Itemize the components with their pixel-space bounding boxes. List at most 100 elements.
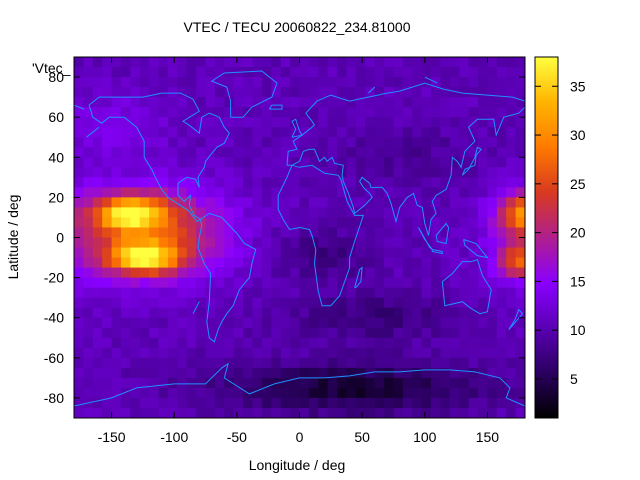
- heatmap-cell: [149, 187, 160, 198]
- heatmap-cell: [111, 197, 122, 209]
- heatmap-cell: [214, 297, 225, 309]
- heatmap-cell: [355, 287, 366, 299]
- heatmap-cell: [158, 107, 169, 118]
- heatmap-cell: [177, 87, 188, 98]
- heatmap-cell: [261, 297, 272, 309]
- heatmap-cell: [421, 407, 432, 418]
- heatmap-cell: [337, 137, 348, 148]
- heatmap-cell: [243, 317, 254, 329]
- heatmap-cell: [271, 257, 282, 269]
- heatmap-cell: [440, 257, 451, 269]
- heatmap-cell: [139, 347, 150, 359]
- heatmap-cell: [515, 217, 525, 229]
- heatmap-cell: [468, 407, 479, 418]
- heatmap-cell: [290, 317, 301, 329]
- heatmap-cell: [224, 57, 235, 68]
- coastline: [192, 301, 200, 314]
- heatmap-cell: [280, 207, 291, 219]
- heatmap-cell: [496, 167, 507, 178]
- heatmap-cell: [318, 187, 329, 198]
- heatmap-cell: [167, 387, 178, 399]
- heatmap-cell: [421, 337, 432, 349]
- heatmap-cell: [130, 217, 141, 229]
- heatmap-cell: [139, 177, 150, 188]
- heatmap-cell: [205, 397, 216, 409]
- heatmap-cell: [83, 387, 94, 399]
- heatmap-cell: [365, 387, 376, 399]
- heatmap-cell: [280, 387, 291, 399]
- heatmap-cell: [149, 387, 160, 399]
- heatmap-cell: [402, 297, 413, 309]
- heatmap-cell: [468, 317, 479, 329]
- heatmap-cell: [506, 217, 517, 229]
- heatmap-cell: [487, 97, 498, 108]
- heatmap-cell: [478, 347, 489, 359]
- heatmap-cell: [412, 367, 423, 379]
- heatmap-cell: [384, 107, 395, 118]
- heatmap-cell: [355, 247, 366, 259]
- heatmap-cell: [327, 267, 338, 279]
- heatmap-cell: [233, 297, 244, 309]
- heatmap-cell: [421, 137, 432, 148]
- heatmap-cell: [252, 217, 263, 229]
- heatmap-cell: [83, 217, 94, 229]
- heatmap-cell: [449, 217, 460, 229]
- heatmap-cell: [440, 67, 451, 78]
- heatmap-cell: [149, 307, 160, 319]
- heatmap-cell: [120, 107, 131, 118]
- heatmap-cell: [186, 267, 197, 279]
- heatmap-cell: [149, 57, 160, 68]
- heatmap-cell: [440, 267, 451, 279]
- heatmap-cell: [346, 397, 357, 409]
- heatmap-cell: [252, 147, 263, 158]
- heatmap-cell: [167, 397, 178, 409]
- heatmap-cell: [337, 157, 348, 168]
- heatmap-cell: [374, 357, 385, 369]
- heatmap-cell: [243, 127, 254, 138]
- heatmap-cell: [412, 337, 423, 349]
- heatmap-cell: [506, 357, 517, 369]
- heatmap-cell: [506, 187, 517, 198]
- heatmap-cell: [515, 177, 525, 188]
- heatmap-cell: [149, 227, 160, 239]
- heatmap-cell: [92, 77, 103, 88]
- heatmap-cell: [120, 177, 131, 188]
- heatmap-cell: [468, 377, 479, 389]
- heatmap-cell: [233, 367, 244, 379]
- heatmap-cell: [158, 67, 169, 78]
- heatmap-cell: [496, 287, 507, 299]
- heatmap-cell: [280, 147, 291, 158]
- heatmap-cell: [167, 267, 178, 279]
- heatmap-cell: [308, 247, 319, 259]
- heatmap-cell: [83, 347, 94, 359]
- heatmap-cell: [271, 217, 282, 229]
- heatmap-cell: [224, 277, 235, 289]
- heatmap-cell: [487, 107, 498, 118]
- heatmap-cell: [355, 307, 366, 319]
- heatmap-cell: [92, 277, 103, 289]
- heatmap-cell: [449, 117, 460, 128]
- heatmap-cell: [111, 377, 122, 389]
- heatmap-cell: [468, 357, 479, 369]
- heatmap-cell: [374, 97, 385, 108]
- heatmap-cell: [402, 307, 413, 319]
- heatmap-cell: [111, 267, 122, 279]
- heatmap-cell: [496, 387, 507, 399]
- heatmap-cell: [384, 247, 395, 259]
- heatmap-cell: [346, 227, 357, 239]
- heatmap-cell: [318, 277, 329, 289]
- heatmap-cell: [139, 337, 150, 349]
- heatmap-cell: [233, 97, 244, 108]
- heatmap-cell: [308, 187, 319, 198]
- heatmap-cell: [290, 307, 301, 319]
- coastline: [463, 239, 489, 259]
- heatmap-cell: [196, 307, 207, 319]
- heatmap-cell: [327, 227, 338, 239]
- heatmap-cell: [515, 87, 525, 98]
- heatmap-cell: [92, 157, 103, 168]
- heatmap-cell: [130, 367, 141, 379]
- heatmap-cell: [515, 267, 525, 279]
- y-tick-label: -60: [44, 350, 64, 366]
- heatmap-cell: [167, 87, 178, 98]
- heatmap-cell: [130, 177, 141, 188]
